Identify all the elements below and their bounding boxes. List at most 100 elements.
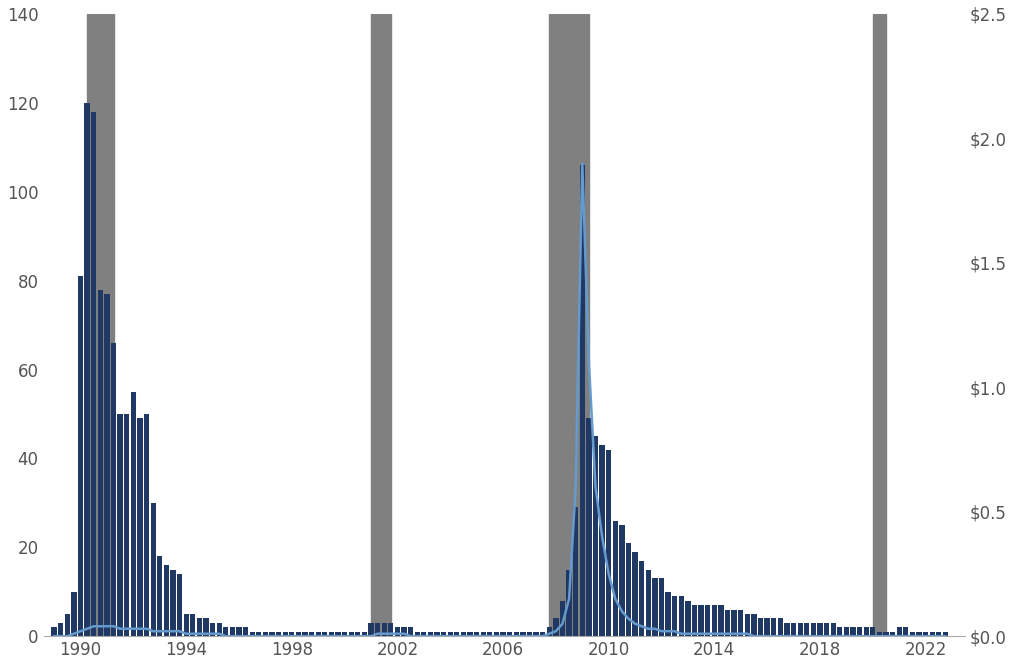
Bar [606, 450, 611, 636]
Bar [797, 623, 803, 636]
Bar [620, 525, 625, 636]
Bar [890, 632, 895, 636]
Bar [580, 165, 585, 636]
Bar [408, 627, 414, 636]
Bar [699, 605, 704, 636]
Bar [672, 596, 677, 636]
Bar [593, 436, 598, 636]
Bar [349, 632, 354, 636]
Bar [190, 614, 196, 636]
Bar [78, 276, 83, 636]
Bar [507, 632, 512, 636]
Bar [197, 619, 202, 636]
Bar [903, 627, 909, 636]
Bar [447, 632, 453, 636]
Bar [639, 561, 644, 636]
Bar [91, 112, 96, 636]
Bar [751, 614, 756, 636]
Bar [817, 623, 822, 636]
Bar [309, 632, 314, 636]
Bar [923, 632, 928, 636]
Bar [943, 632, 948, 636]
Bar [362, 632, 367, 636]
Bar [302, 632, 307, 636]
Bar [547, 627, 552, 636]
Bar [731, 609, 737, 636]
Bar [58, 623, 63, 636]
Bar [540, 632, 546, 636]
Bar [315, 632, 320, 636]
Bar [910, 632, 915, 636]
Bar [659, 578, 664, 636]
Bar [421, 632, 427, 636]
Bar [163, 565, 169, 636]
Bar [804, 623, 809, 636]
Bar [270, 632, 275, 636]
Bar [883, 632, 888, 636]
Bar [428, 632, 433, 636]
Bar [131, 392, 136, 636]
Bar [111, 343, 117, 636]
Bar [896, 627, 901, 636]
Bar [665, 592, 670, 636]
Bar [474, 632, 480, 636]
Bar [176, 574, 183, 636]
Bar [560, 601, 565, 636]
Bar [738, 609, 743, 636]
Bar [678, 596, 684, 636]
Bar [646, 569, 651, 636]
Bar [276, 632, 281, 636]
Bar [97, 290, 103, 636]
Bar [104, 294, 110, 636]
Bar [71, 592, 77, 636]
Bar [811, 623, 816, 636]
Bar [757, 619, 764, 636]
Bar [243, 627, 248, 636]
Bar [501, 632, 506, 636]
Bar [930, 632, 935, 636]
Bar [322, 632, 328, 636]
Bar [87, 14, 114, 636]
Bar [784, 623, 790, 636]
Bar [633, 551, 638, 636]
Bar [857, 627, 862, 636]
Bar [778, 619, 783, 636]
Bar [388, 623, 393, 636]
Bar [402, 627, 407, 636]
Bar [586, 418, 591, 636]
Bar [460, 632, 466, 636]
Bar [371, 14, 390, 636]
Bar [236, 627, 241, 636]
Bar [137, 418, 143, 636]
Bar [257, 632, 262, 636]
Bar [771, 619, 777, 636]
Bar [342, 632, 347, 636]
Bar [494, 632, 499, 636]
Bar [204, 619, 209, 636]
Bar [550, 14, 589, 636]
Bar [249, 632, 255, 636]
Bar [744, 614, 750, 636]
Bar [573, 507, 578, 636]
Bar [283, 632, 288, 636]
Bar [652, 578, 657, 636]
Bar [65, 614, 70, 636]
Bar [612, 521, 618, 636]
Bar [533, 632, 538, 636]
Bar [851, 627, 856, 636]
Bar [725, 609, 730, 636]
Bar [791, 623, 796, 636]
Bar [296, 632, 301, 636]
Bar [936, 632, 941, 636]
Bar [118, 414, 123, 636]
Bar [375, 623, 380, 636]
Bar [415, 632, 420, 636]
Bar [336, 632, 341, 636]
Bar [824, 623, 829, 636]
Bar [718, 605, 724, 636]
Bar [289, 632, 294, 636]
Bar [877, 632, 882, 636]
Bar [52, 627, 57, 636]
Bar [520, 632, 525, 636]
Bar [467, 632, 473, 636]
